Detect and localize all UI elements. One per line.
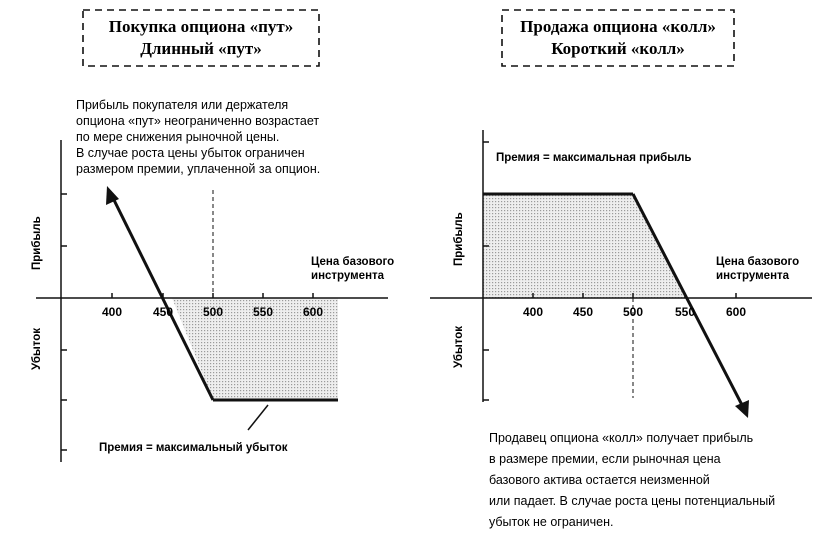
left-note: Прибыль покупателя или держателя опциона… (76, 98, 320, 176)
left-loss-label: Убыток (31, 328, 43, 370)
left-title-line2: Длинный «пут» (140, 39, 262, 58)
right-note-line: Продавец опциона «колл» получает прибыль (489, 431, 753, 445)
tick-label: 600 (303, 305, 323, 319)
right-tick-labels: 400 450 500 550 600 (523, 305, 746, 319)
left-note-line: опциона «пут» неограниченно возрастает (76, 114, 319, 128)
tick-label: 400 (523, 305, 543, 319)
tick-label: 450 (153, 305, 173, 319)
left-panel: Покупка опциона «пут» Длинный «пут» Приб… (31, 9, 394, 462)
left-payoff-arrowhead (106, 186, 119, 205)
right-profit-label: Прибыль (453, 212, 465, 266)
left-note-line: по мере снижения рыночной цены. (76, 130, 279, 144)
right-profit-area (483, 194, 685, 298)
tick-label: 550 (675, 305, 695, 319)
left-title-box (82, 9, 320, 67)
right-note-line: в размере премии, если рыночная цена (489, 452, 721, 466)
tick-label: 450 (573, 305, 593, 319)
left-payoff-line (110, 195, 215, 401)
right-loss-label: Убыток (453, 326, 465, 368)
right-y-ticks (483, 141, 489, 401)
right-panel: Продажа опциона «колл» Короткий «колл» П… (430, 9, 812, 529)
right-title-line2: Короткий «колл» (551, 39, 685, 58)
left-note-line: Прибыль покупателя или держателя (76, 98, 288, 112)
left-loss-area (172, 298, 338, 400)
tick-label: 400 (102, 305, 122, 319)
right-title-line1: Продажа опциона «колл» (520, 17, 716, 36)
left-note-line: В случае роста цены убыток ограничен (76, 146, 305, 160)
right-note-line: убыток не ограничен. (489, 515, 613, 529)
right-note: Продавец опциона «колл» получает прибыль… (489, 431, 775, 529)
right-x-axis-label-line2: инструмента (716, 270, 790, 282)
left-y-ticks (61, 193, 67, 451)
tick-label: 500 (203, 305, 223, 319)
left-x-axis-label-line1: Цена базового (311, 256, 394, 268)
left-tick-labels: 400 450 500 550 600 (102, 305, 323, 319)
right-x-axis-label-line1: Цена базового (716, 256, 799, 268)
right-premium-label: Премия = максимальная прибыль (496, 152, 691, 164)
tick-label: 500 (623, 305, 643, 319)
right-note-line: или падает. В случае роста цены потенциа… (489, 494, 775, 508)
right-payoff-line (631, 193, 744, 406)
left-note-line: размером премии, уплаченной за опцион. (76, 162, 320, 176)
tick-label: 550 (253, 305, 273, 319)
left-premium-pointer (247, 404, 269, 431)
left-profit-label: Прибыль (31, 216, 43, 270)
left-title-line1: Покупка опциона «пут» (109, 17, 293, 36)
tick-label: 600 (726, 305, 746, 319)
right-payoff-arrowhead (735, 400, 749, 418)
left-premium-label: Премия = максимальный убыток (99, 442, 288, 454)
left-x-axis-label-line2: инструмента (311, 270, 385, 282)
right-note-line: базового актива остается неизменной (489, 473, 710, 487)
